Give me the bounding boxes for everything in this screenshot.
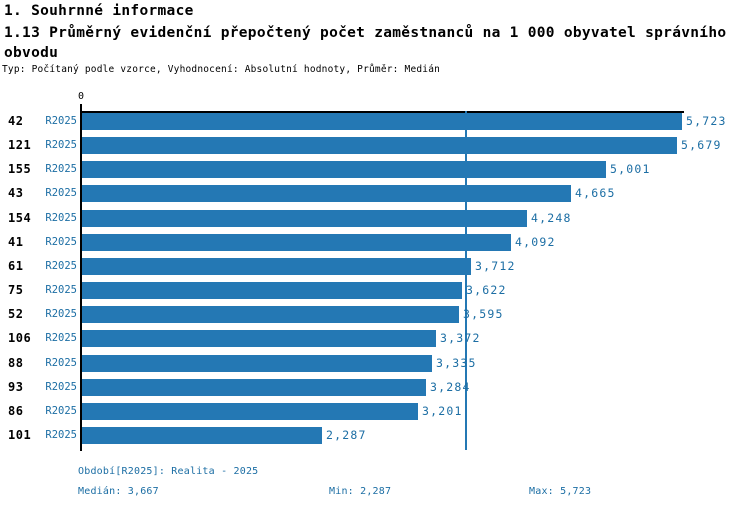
- category-label: 61: [8, 259, 24, 273]
- value-label: 3,284: [430, 380, 471, 394]
- category-label: 52: [8, 307, 24, 321]
- bar: [82, 403, 418, 420]
- category-label: 155: [8, 162, 32, 176]
- category-label: 154: [8, 211, 32, 225]
- category-label: 101: [8, 428, 32, 442]
- category-label: 86: [8, 404, 24, 418]
- category-label: 106: [8, 331, 32, 345]
- value-label: 4,665: [575, 186, 616, 200]
- category-label: 75: [8, 283, 24, 297]
- value-label: 3,622: [466, 283, 507, 297]
- value-label: 4,092: [515, 235, 556, 249]
- bar: [82, 234, 511, 251]
- median-stat: Medián: 3,667: [78, 486, 159, 497]
- series-period-label: R2025: [45, 405, 77, 417]
- category-label: 41: [8, 235, 24, 249]
- value-label: 3,595: [463, 307, 504, 321]
- value-label: 5,001: [610, 162, 651, 176]
- series-period-label: R2025: [45, 139, 77, 151]
- bar: [82, 282, 462, 299]
- value-label: 3,372: [440, 331, 481, 345]
- value-label: 4,248: [531, 211, 572, 225]
- series-period-label: R2025: [45, 284, 77, 296]
- bar: [82, 210, 527, 227]
- median-reference-line: [465, 111, 467, 450]
- series-period-label: R2025: [45, 212, 77, 224]
- value-label: 5,679: [681, 138, 722, 152]
- series-period-label: R2025: [45, 429, 77, 441]
- value-label: 5,723: [686, 114, 727, 128]
- value-label: 3,712: [475, 259, 516, 273]
- bar: [82, 355, 432, 372]
- series-period-label: R2025: [45, 332, 77, 344]
- series-period-label: R2025: [45, 381, 77, 393]
- bar: [82, 330, 436, 347]
- bar: [82, 185, 571, 202]
- series-period-label: R2025: [45, 357, 77, 369]
- category-label: 43: [8, 186, 24, 200]
- series-period-label: R2025: [45, 187, 77, 199]
- top-axis-line: [81, 111, 684, 113]
- category-label: 42: [8, 114, 24, 128]
- value-label: 3,335: [436, 356, 477, 370]
- x-axis-zero-label: 0: [77, 91, 85, 102]
- category-label: 93: [8, 380, 24, 394]
- chart-subtitle: Typ: Počítaný podle vzorce, Vyhodnocení:…: [2, 64, 441, 75]
- min-stat: Min: 2,287: [329, 486, 392, 497]
- y-axis-line: [80, 104, 82, 451]
- bar: [82, 427, 322, 444]
- value-label: 2,287: [326, 428, 367, 442]
- max-stat: Max: 5,723: [529, 486, 592, 497]
- series-period-label: R2025: [45, 308, 77, 320]
- period-legend: Období[R2025]: Realita - 2025: [78, 466, 259, 477]
- series-period-label: R2025: [45, 236, 77, 248]
- series-period-label: R2025: [45, 260, 77, 272]
- category-label: 121: [8, 138, 32, 152]
- bar: [82, 161, 606, 178]
- series-period-label: R2025: [45, 115, 77, 127]
- bar: [82, 258, 471, 275]
- bar: [82, 113, 682, 130]
- bar: [82, 306, 459, 323]
- chart-title: 1.13 Průměrný evidenční přepočtený počet…: [4, 25, 727, 61]
- value-label: 3,201: [422, 404, 463, 418]
- bar: [82, 137, 677, 154]
- bar: [82, 379, 426, 396]
- section-title: 1. Souhrnné informace: [4, 3, 194, 19]
- category-label: 88: [8, 356, 24, 370]
- series-period-label: R2025: [45, 163, 77, 175]
